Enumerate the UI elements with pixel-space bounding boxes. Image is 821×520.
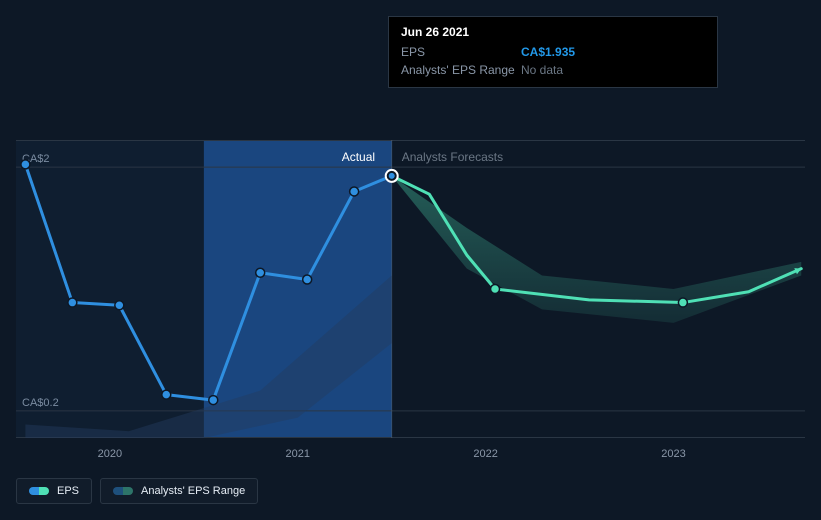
legend-label: Analysts' EPS Range — [141, 485, 245, 497]
tooltip-key: EPS — [401, 43, 521, 61]
tooltip-row: EPSCA$1.935 — [401, 43, 705, 61]
eps-chart — [16, 140, 805, 438]
series-marker — [256, 268, 265, 277]
series-marker — [21, 160, 30, 169]
x-axis-tick-label: 2020 — [98, 448, 122, 460]
legend-swatch-icon — [29, 487, 49, 495]
series-marker — [491, 285, 500, 294]
tooltip-row: Analysts' EPS RangeNo data — [401, 61, 705, 79]
series-marker — [209, 396, 218, 405]
tooltip-title: Jun 26 2021 — [401, 25, 705, 39]
series-marker — [162, 390, 171, 399]
tooltip-value: CA$1.935 — [521, 43, 575, 61]
x-axis-tick-label: 2023 — [661, 448, 685, 460]
chart-tooltip: Jun 26 2021 EPSCA$1.935Analysts' EPS Ran… — [388, 16, 718, 88]
tooltip-value: No data — [521, 61, 563, 79]
legend-item[interactable]: Analysts' EPS Range — [100, 478, 258, 504]
zone-label-forecast: Analysts Forecasts — [402, 150, 503, 164]
legend-item[interactable]: EPS — [16, 478, 92, 504]
series-marker — [115, 301, 124, 310]
series-marker — [303, 275, 312, 284]
x-axis-tick-label: 2022 — [473, 448, 497, 460]
selected-point-dot — [389, 173, 395, 179]
legend-label: EPS — [57, 485, 79, 497]
series-marker — [678, 298, 687, 307]
chart-legend: EPS Analysts' EPS Range — [16, 478, 258, 504]
tooltip-key: Analysts' EPS Range — [401, 61, 521, 79]
chart-svg — [16, 140, 805, 438]
legend-swatch-icon — [113, 487, 133, 495]
zone-label-actual: Actual — [342, 150, 375, 164]
series-marker — [68, 298, 77, 307]
series-marker — [350, 187, 359, 196]
x-axis-tick-label: 2021 — [286, 448, 310, 460]
